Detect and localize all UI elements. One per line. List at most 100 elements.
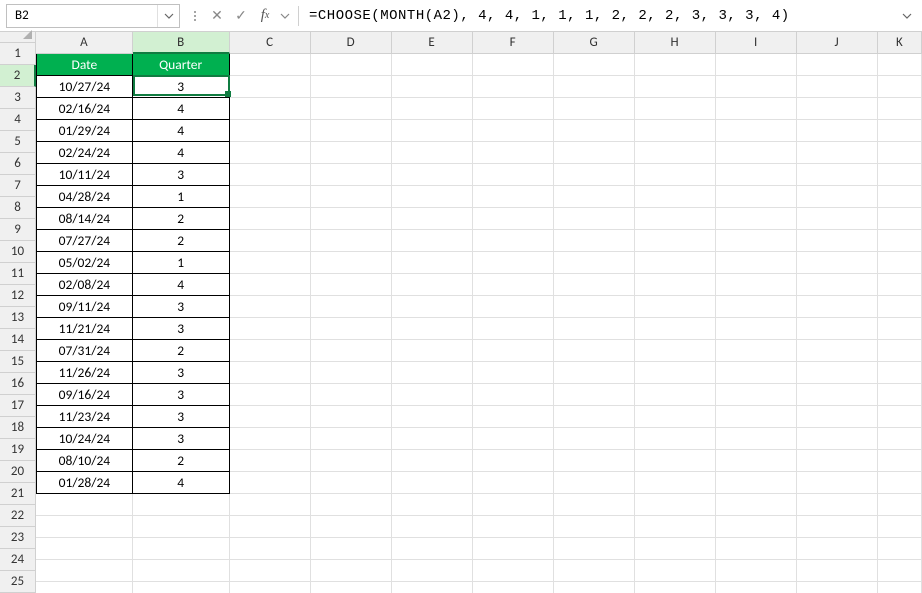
- cell[interactable]: [230, 538, 311, 560]
- cell[interactable]: [635, 560, 716, 582]
- cell[interactable]: [473, 494, 554, 516]
- column-header-e[interactable]: E: [392, 32, 473, 54]
- column-header-c[interactable]: C: [230, 32, 311, 54]
- cell[interactable]: [230, 252, 311, 274]
- cell[interactable]: [230, 164, 311, 186]
- cell[interactable]: [311, 450, 392, 472]
- cell[interactable]: [716, 406, 797, 428]
- row-header-17[interactable]: 17: [0, 395, 36, 417]
- cell[interactable]: [36, 538, 133, 560]
- cell[interactable]: [878, 340, 922, 362]
- cell[interactable]: [230, 76, 311, 98]
- cell[interactable]: [230, 318, 311, 340]
- name-box-dropdown[interactable]: [157, 5, 179, 27]
- cell[interactable]: [716, 450, 797, 472]
- table-cell[interactable]: 2: [133, 230, 230, 252]
- formula-bar-expand[interactable]: [898, 11, 916, 21]
- cell[interactable]: [554, 252, 635, 274]
- cell[interactable]: [392, 428, 473, 450]
- cell[interactable]: [473, 450, 554, 472]
- cell[interactable]: [716, 54, 797, 76]
- table-cell[interactable]: 04/28/24: [36, 186, 133, 208]
- cancel-button[interactable]: ✕: [206, 5, 228, 27]
- table-cell[interactable]: 07/27/24: [36, 230, 133, 252]
- cell[interactable]: [473, 98, 554, 120]
- cell[interactable]: [392, 76, 473, 98]
- cell[interactable]: [473, 516, 554, 538]
- cell[interactable]: [797, 318, 878, 340]
- column-header-b[interactable]: B: [133, 32, 230, 54]
- cell[interactable]: [311, 340, 392, 362]
- cell[interactable]: [635, 516, 716, 538]
- cell[interactable]: [230, 494, 311, 516]
- select-all-corner[interactable]: [0, 32, 36, 43]
- cell[interactable]: [311, 252, 392, 274]
- column-header-k[interactable]: K: [878, 32, 922, 54]
- cell[interactable]: [716, 186, 797, 208]
- table-cell[interactable]: 3: [133, 296, 230, 318]
- cell[interactable]: [797, 428, 878, 450]
- insert-function-button[interactable]: fx: [254, 5, 276, 27]
- cell[interactable]: [878, 120, 922, 142]
- cell[interactable]: [635, 252, 716, 274]
- cell[interactable]: [392, 98, 473, 120]
- cell[interactable]: [392, 582, 473, 593]
- cell[interactable]: [797, 54, 878, 76]
- cell[interactable]: [797, 252, 878, 274]
- cell[interactable]: [797, 560, 878, 582]
- cell[interactable]: [392, 208, 473, 230]
- cell[interactable]: [878, 230, 922, 252]
- table-cell[interactable]: 10/11/24: [36, 164, 133, 186]
- cell[interactable]: [797, 538, 878, 560]
- cell[interactable]: [554, 340, 635, 362]
- cell[interactable]: [473, 54, 554, 76]
- cell[interactable]: [311, 384, 392, 406]
- cell[interactable]: [554, 54, 635, 76]
- formula-bar-expand-dd[interactable]: [278, 5, 292, 27]
- column-header-h[interactable]: H: [635, 32, 716, 54]
- cell[interactable]: [716, 362, 797, 384]
- cell[interactable]: [230, 406, 311, 428]
- cell[interactable]: [392, 54, 473, 76]
- table-cell[interactable]: 4: [133, 142, 230, 164]
- cell[interactable]: [635, 494, 716, 516]
- cell[interactable]: [635, 582, 716, 593]
- cell[interactable]: [716, 318, 797, 340]
- cell[interactable]: [230, 362, 311, 384]
- table-cell[interactable]: 10/27/24: [36, 76, 133, 98]
- cell[interactable]: [311, 142, 392, 164]
- cell[interactable]: [635, 450, 716, 472]
- row-header-24[interactable]: 24: [0, 549, 36, 571]
- cell[interactable]: [473, 76, 554, 98]
- cell[interactable]: [473, 582, 554, 593]
- cell[interactable]: [133, 538, 230, 560]
- row-header-1[interactable]: 1: [0, 43, 36, 65]
- table-cell[interactable]: 09/16/24: [36, 384, 133, 406]
- table-cell[interactable]: 01/28/24: [36, 472, 133, 494]
- cell[interactable]: [392, 230, 473, 252]
- cell[interactable]: [554, 428, 635, 450]
- cell[interactable]: [878, 472, 922, 494]
- cell[interactable]: [797, 582, 878, 593]
- cell[interactable]: [473, 252, 554, 274]
- cell[interactable]: [554, 472, 635, 494]
- cell[interactable]: [878, 450, 922, 472]
- cell[interactable]: [878, 362, 922, 384]
- cell[interactable]: [230, 230, 311, 252]
- row-header-13[interactable]: 13: [0, 307, 36, 329]
- cell[interactable]: [311, 164, 392, 186]
- cell[interactable]: [716, 296, 797, 318]
- row-header-16[interactable]: 16: [0, 373, 36, 395]
- cell[interactable]: [473, 428, 554, 450]
- table-cell[interactable]: 02/24/24: [36, 142, 133, 164]
- cell[interactable]: [878, 516, 922, 538]
- table-header-cell[interactable]: Quarter: [133, 54, 230, 76]
- cell[interactable]: [797, 340, 878, 362]
- table-cell[interactable]: 01/29/24: [36, 120, 133, 142]
- table-cell[interactable]: 2: [133, 450, 230, 472]
- cell[interactable]: [311, 516, 392, 538]
- row-header-23[interactable]: 23: [0, 527, 36, 549]
- cell[interactable]: [635, 76, 716, 98]
- table-cell[interactable]: 11/23/24: [36, 406, 133, 428]
- cell[interactable]: [716, 252, 797, 274]
